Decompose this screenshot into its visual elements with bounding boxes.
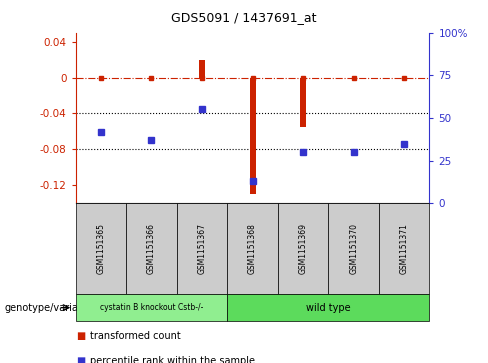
Text: GSM1151370: GSM1151370 — [349, 223, 358, 274]
Text: GSM1151371: GSM1151371 — [400, 223, 408, 274]
Text: GSM1151365: GSM1151365 — [97, 223, 105, 274]
Text: GSM1151369: GSM1151369 — [299, 223, 307, 274]
Text: GSM1151368: GSM1151368 — [248, 223, 257, 274]
Text: genotype/variation: genotype/variation — [5, 303, 98, 313]
Text: GSM1151366: GSM1151366 — [147, 223, 156, 274]
Text: cystatin B knockout Cstb-/-: cystatin B knockout Cstb-/- — [100, 303, 203, 312]
Text: wild type: wild type — [306, 303, 351, 313]
Text: transformed count: transformed count — [90, 331, 181, 341]
Text: GDS5091 / 1437691_at: GDS5091 / 1437691_at — [171, 11, 317, 24]
Bar — [300, 78, 306, 127]
Bar — [199, 60, 205, 78]
Text: percentile rank within the sample: percentile rank within the sample — [90, 356, 255, 363]
Text: ■: ■ — [76, 356, 85, 363]
Text: ■: ■ — [76, 331, 85, 341]
Text: GSM1151367: GSM1151367 — [198, 223, 206, 274]
Bar — [249, 78, 256, 194]
